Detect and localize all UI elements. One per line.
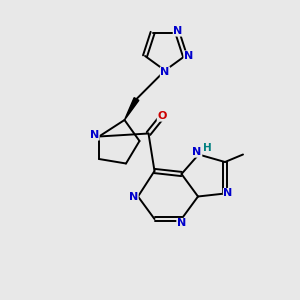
Text: N: N — [160, 67, 169, 77]
Text: N: N — [184, 51, 193, 61]
Text: N: N — [224, 188, 232, 199]
Text: N: N — [177, 218, 186, 229]
Text: N: N — [173, 26, 183, 36]
Text: N: N — [129, 191, 138, 202]
Polygon shape — [124, 98, 139, 120]
Text: O: O — [157, 111, 167, 121]
Text: N: N — [193, 147, 202, 157]
Text: H: H — [202, 143, 211, 153]
Text: N: N — [90, 130, 99, 140]
